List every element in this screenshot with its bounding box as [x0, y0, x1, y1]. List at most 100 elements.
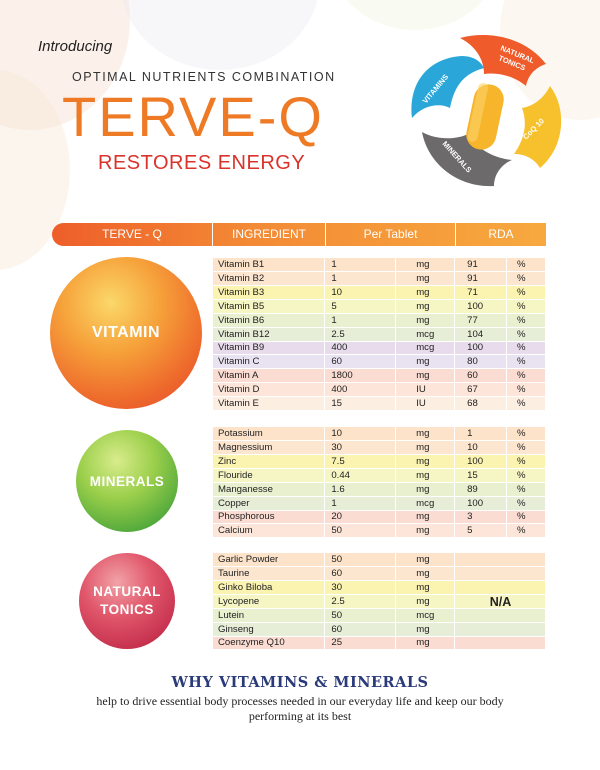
ingredient-cell: Vitamin B12 [213, 327, 326, 342]
unit-cell: mg [395, 440, 456, 456]
rda-cell [454, 553, 507, 568]
table-row: Vitamin A 1800 mg 60% [213, 368, 546, 384]
amount-cell: 400 [324, 382, 397, 397]
table-row: Magnessium 30 mg 10% [213, 440, 546, 456]
rda-cell: 5 [454, 523, 508, 539]
logo-segment-minerals [422, 132, 512, 187]
rda-cell: 100 [454, 299, 508, 314]
percent-cell: % [506, 341, 546, 356]
minerals-table: Potassium 10 mg 1% Magnessium 30 mg 10% Zinc 7.5 m… [213, 427, 546, 539]
ingredient-cell: Lycopene [213, 594, 326, 609]
amount-cell: 10 [324, 427, 397, 442]
percent-cell [506, 594, 546, 609]
amount-cell: 20 [324, 510, 397, 525]
unit-cell: mg [395, 427, 456, 442]
percent-cell: % [506, 482, 546, 497]
unit-cell: mg [395, 258, 456, 273]
subtitle: OPTIMAL NUTRIENTS COMBINATION [72, 70, 336, 84]
amount-cell: 15 [324, 396, 397, 411]
rda-cell: 60 [454, 368, 508, 384]
table-row: Vitamin D 400 IU 67% [213, 382, 546, 397]
background-petal [330, 0, 500, 30]
rda-cell: 91 [454, 258, 508, 273]
table-row: Garlic Powder 50 mg [213, 553, 546, 568]
percent-cell: % [506, 396, 546, 411]
rda-cell [454, 580, 507, 596]
rda-cell: 89 [454, 482, 508, 497]
unit-cell: mg [395, 553, 456, 568]
percent-cell: % [506, 313, 546, 328]
table-row: Vitamin B6 1 mg 77% [213, 313, 546, 328]
ingredient-cell: Ginseng [213, 622, 326, 637]
ingredient-cell: Vitamin B5 [213, 299, 326, 314]
unit-cell: IU [395, 396, 456, 411]
unit-cell: mg [395, 368, 456, 384]
percent-cell: % [506, 271, 546, 287]
amount-cell: 7.5 [324, 454, 397, 470]
rda-cell: 100 [454, 454, 508, 470]
ingredient-cell: Phosphorous [213, 510, 326, 525]
amount-cell: 5 [324, 299, 397, 314]
rda-cell: 77 [454, 313, 508, 328]
table-row: Vitamin B2 1 mg 91% [213, 271, 546, 287]
rda-cell [454, 622, 507, 637]
unit-cell: mg [395, 523, 456, 539]
table-row: Vitamin B5 5 mg 100% [213, 299, 546, 314]
unit-cell: IU [395, 382, 456, 397]
rda-cell: 67 [454, 382, 508, 397]
percent-cell [506, 636, 546, 651]
percent-cell: % [506, 258, 546, 273]
percent-cell: % [506, 468, 546, 483]
percent-cell: % [506, 368, 546, 384]
unit-cell: mg [395, 636, 456, 651]
amount-cell: 50 [324, 553, 397, 568]
rda-cell [454, 566, 507, 582]
ingredient-cell: Vitamin A [213, 368, 326, 384]
table-row: Copper 1 mcg 100% [213, 496, 546, 511]
amount-cell: 1 [324, 271, 397, 287]
unit-cell: mg [395, 454, 456, 470]
amount-cell: 10 [324, 285, 397, 301]
rda-cell: 100 [454, 496, 508, 511]
amount-cell: 25 [324, 636, 397, 651]
unit-cell: mg [395, 580, 456, 596]
percent-cell: % [506, 440, 546, 456]
ingredient-cell: Garlic Powder [213, 553, 326, 568]
logo-segment-natural-tonics [460, 35, 546, 86]
rda-cell [454, 636, 507, 651]
ingredient-cell: Coenzyme Q10 [213, 636, 326, 651]
percent-cell: % [506, 327, 546, 342]
table-row: Vitamin B3 10 mg 71% [213, 285, 546, 301]
rda-cell: 3 [454, 510, 508, 525]
amount-cell: 1 [324, 258, 397, 273]
ingredient-cell: Magnessium [213, 440, 326, 456]
table-row: Vitamin E 15 IU 68% [213, 396, 546, 411]
rda-cell: 100 [454, 341, 508, 356]
unit-cell: mg [395, 354, 456, 370]
table-row: Manganesse 1.6 mg 89% [213, 482, 546, 497]
minerals-ball: MINERALS [76, 430, 178, 532]
unit-cell: mg [395, 285, 456, 301]
brand-logo: VITAMINS NATURAL TONICS CoQ 10 MINERALS [411, 35, 562, 187]
intro-text: Introducing [38, 38, 113, 55]
rda-cell: 10 [454, 440, 508, 456]
percent-cell [506, 622, 546, 637]
percent-cell [506, 566, 546, 582]
table-row: Coenzyme Q10 25 mg [213, 636, 546, 651]
percent-cell: % [506, 496, 546, 511]
ingredient-cell: Vitamin D [213, 382, 326, 397]
percent-cell [506, 553, 546, 568]
ingredient-cell: Potassium [213, 427, 326, 442]
why-heading: WHY VITAMINS & MINERALS [171, 674, 429, 691]
amount-cell: 400 [324, 341, 397, 356]
unit-cell: mg [395, 482, 456, 497]
amount-cell: 0.44 [324, 468, 397, 483]
tagline: RESTORES ENERGY [98, 152, 306, 174]
unit-cell: mg [395, 622, 456, 637]
vitamin-table: Vitamin B1 1 mg 91% Vitamin B2 1 mg 91% Vitamin … [213, 258, 546, 411]
rda-cell: 104 [454, 327, 508, 342]
amount-cell: 1 [324, 496, 397, 511]
ingredient-cell: Manganesse [213, 482, 326, 497]
table-row: Calcium 50 mg 5% [213, 523, 546, 539]
rda-cell: 1 [454, 427, 508, 442]
